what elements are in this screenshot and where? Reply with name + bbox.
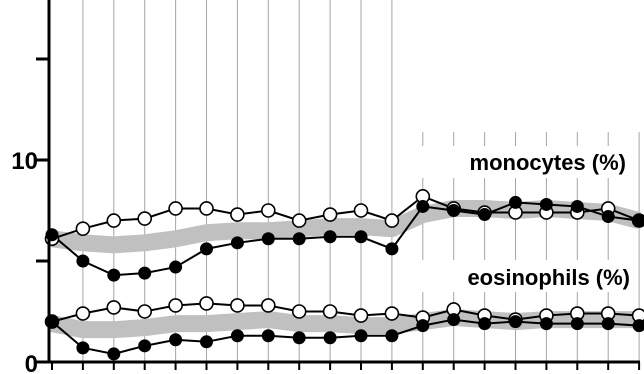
monocytes-filled-point bbox=[632, 214, 644, 228]
monocytes-filled-point bbox=[200, 242, 213, 256]
monocytes-filled-point bbox=[169, 260, 183, 274]
monocytes-filled-point bbox=[107, 268, 121, 282]
series-markers bbox=[44, 189, 644, 361]
monocytes-filled-point bbox=[385, 242, 399, 256]
eosinophils-filled-point bbox=[169, 333, 183, 347]
eosinophils-filled-point bbox=[292, 331, 306, 345]
eosinophils-open-point bbox=[260, 298, 276, 313]
eosinophils-filled-point bbox=[601, 317, 615, 331]
eosinophils-open-point bbox=[137, 304, 152, 319]
monocytes-open-point bbox=[291, 213, 307, 228]
eosinophils-filled-point bbox=[539, 317, 553, 331]
series-labels: monocytes (%) eosinophils (%) bbox=[408, 146, 636, 292]
monocytes-filled-point bbox=[354, 230, 368, 244]
monocytes-open-point bbox=[199, 201, 214, 216]
eosinophils-open-point bbox=[199, 296, 214, 311]
monocytes-filled-point bbox=[447, 204, 461, 217]
monocytes-open-point bbox=[137, 211, 152, 226]
monocytes-open-point bbox=[322, 207, 338, 222]
eosinophils-filled-point bbox=[107, 347, 121, 361]
eosinophils-open-point bbox=[230, 298, 245, 313]
y-tick-label-0: 0 bbox=[25, 351, 38, 374]
monocytes-open-point bbox=[75, 221, 91, 236]
monocytes-filled-point bbox=[478, 208, 492, 222]
eosinophils-open-point bbox=[291, 304, 307, 319]
eosinophils-filled-point bbox=[354, 329, 368, 343]
monocytes-label: monocytes (%) bbox=[470, 150, 626, 175]
eosinophils-filled-point bbox=[323, 331, 337, 345]
eosinophils-open-point bbox=[106, 300, 122, 315]
monocytes-filled-point bbox=[416, 199, 430, 213]
eosinophils-open-point bbox=[75, 306, 91, 321]
eosinophils-filled-point bbox=[447, 313, 461, 327]
eosinophils-filled-point bbox=[570, 317, 584, 331]
y-tick-label-10: 10 bbox=[11, 148, 38, 175]
eosinophils-filled-point bbox=[261, 329, 275, 343]
eosinophils-filled-point bbox=[138, 339, 152, 353]
monocytes-filled-point bbox=[76, 254, 90, 268]
eosinophils-open-point bbox=[322, 304, 338, 319]
eosinophils-open-point bbox=[168, 298, 183, 313]
eosinophils-filled-point bbox=[76, 341, 90, 355]
axes bbox=[36, 0, 641, 370]
eosinophils-filled-point bbox=[509, 315, 522, 329]
eosinophils-label: eosinophils (%) bbox=[467, 265, 630, 290]
monocytes-filled-point bbox=[570, 199, 584, 213]
y-tick-labels: 0 10 bbox=[11, 148, 38, 374]
monocytes-open-point bbox=[384, 213, 400, 228]
monocytes-open-point bbox=[353, 203, 369, 218]
eosinophils-filled-point bbox=[416, 319, 430, 333]
monocytes-filled-point bbox=[230, 236, 244, 250]
monocytes-filled-point bbox=[323, 230, 337, 244]
monocytes-label-bg bbox=[408, 146, 636, 178]
eosinophils-open-point bbox=[384, 306, 400, 321]
eosinophils-label-bg bbox=[408, 260, 636, 292]
eosinophils-filled-point bbox=[632, 319, 644, 333]
monocytes-filled-point bbox=[261, 232, 275, 246]
monocytes-open-point bbox=[230, 207, 245, 222]
monocytes-open-point bbox=[260, 203, 276, 218]
monocytes-filled-point bbox=[509, 195, 522, 209]
monocytes-open-point bbox=[168, 201, 183, 216]
monocytes-filled-point bbox=[138, 266, 152, 280]
eosinophils-open-point bbox=[353, 308, 369, 323]
eosinophils-filled-point bbox=[385, 329, 399, 343]
monocytes-filled-point bbox=[601, 210, 615, 224]
eosinophils-filled-point bbox=[230, 329, 244, 343]
eosinophils-filled-point bbox=[200, 335, 213, 349]
monocytes-open-point bbox=[106, 213, 122, 228]
eosinophils-filled-point bbox=[478, 317, 492, 331]
monocytes-filled-point bbox=[539, 197, 553, 211]
monocytes-filled-point bbox=[292, 232, 306, 246]
